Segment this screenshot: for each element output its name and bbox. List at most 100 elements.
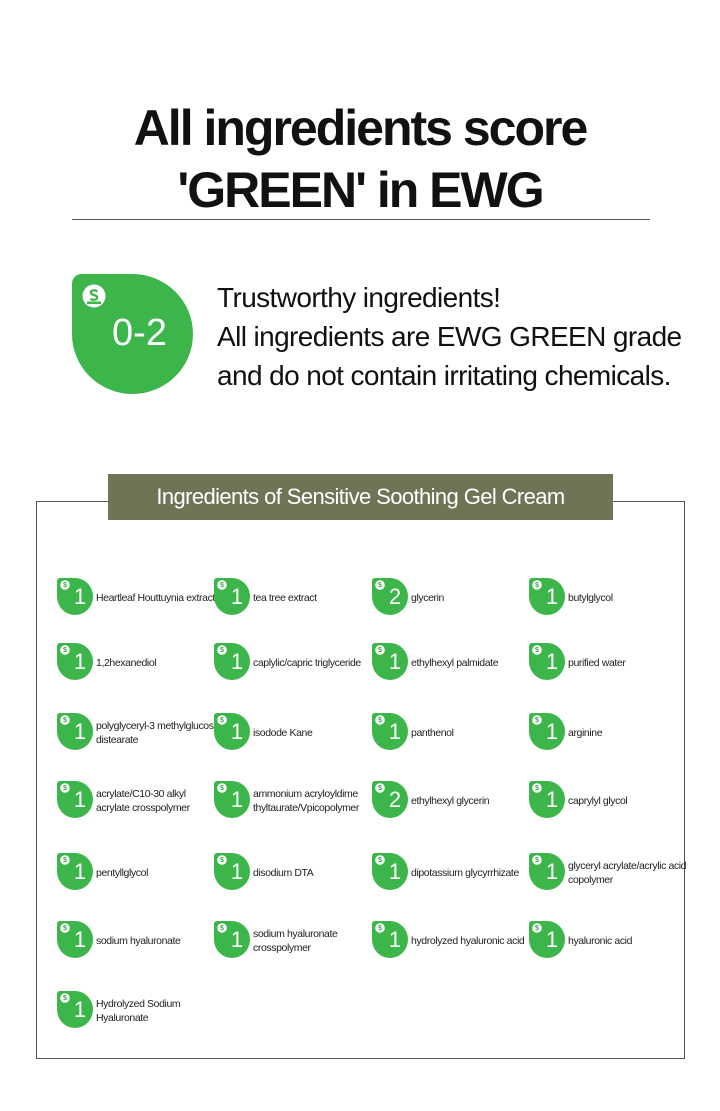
intro-line-3: and do not contain irritating chemicals. <box>217 360 671 391</box>
ewg-score-badge: 1 <box>372 853 408 890</box>
ingredient-name: Hydrolyzed Sodium Hyaluronate <box>96 998 181 1024</box>
ingredient-item: 1 caplylic/capric triglyceride <box>214 643 372 683</box>
ingredient-item: 1 panthenol <box>372 713 530 753</box>
ingredient-name: acrylate/C10-30 alkyl acrylate crosspoly… <box>96 788 190 814</box>
ewg-face-icon <box>217 923 227 933</box>
ewg-score-badge: 1 <box>57 643 93 680</box>
ingredient-name: butylglycol <box>568 592 613 604</box>
ewg-score: 1 <box>545 927 559 952</box>
ewg-score: 1 <box>545 719 559 744</box>
ewg-score: 1 <box>73 927 87 952</box>
intro-line-1: Trustworthy ingredients! <box>217 282 501 313</box>
ingredient-item: 1 dipotassium glycyrrhizate <box>372 853 530 893</box>
ewg-score: 1 <box>230 859 244 884</box>
ewg-score: 2 <box>388 584 402 609</box>
ingredient-item: 1 sodium hyaluronate <box>57 921 215 961</box>
ewg-score: 1 <box>230 927 244 952</box>
ewg-score-badge: 1 <box>529 921 565 958</box>
ewg-score-badge: 1 <box>57 853 93 890</box>
ewg-score: 1 <box>545 859 559 884</box>
ingredient-item: 1 purified water <box>529 643 687 683</box>
ingredient-item: 1 pentyllglycol <box>57 853 215 893</box>
ewg-score-badge: 1 <box>57 781 93 818</box>
ingredient-item: 1 tea tree extract <box>214 578 372 618</box>
ewg-face-icon <box>532 923 542 933</box>
ingredient-name: polyglyceryl-3 methylglucose distearate <box>96 720 220 746</box>
ewg-score-badge: 1 <box>57 713 93 750</box>
ewg-score-badge: 1 <box>57 991 93 1028</box>
ewg-grade-badge: 0-2 <box>72 274 193 394</box>
ewg-score: 1 <box>545 649 559 674</box>
ewg-face-icon <box>532 783 542 793</box>
headline-line-1: All ingredients score <box>133 100 589 156</box>
ewg-score-badge: 1 <box>214 853 250 890</box>
ingredient-item: 1 isodode Kane <box>214 713 372 753</box>
ewg-face-icon <box>60 855 70 865</box>
ewg-score: 1 <box>388 859 402 884</box>
ewg-score-badge: 1 <box>214 643 250 680</box>
ewg-face-icon <box>375 715 385 725</box>
ewg-score-badge: 1 <box>57 921 93 958</box>
ewg-score: 1 <box>545 584 559 609</box>
ewg-face-icon <box>217 580 227 590</box>
ingredient-item: 2 ethylhexyl glycerin <box>372 781 530 821</box>
ingredient-name: disodium DTA <box>253 867 314 879</box>
ewg-face-icon <box>532 855 542 865</box>
ingredient-name: panthenol <box>411 727 454 739</box>
ingredient-item: 1 arginine <box>529 713 687 753</box>
ingredient-item: 1 sodium hyaluronate crosspolymer <box>214 921 372 961</box>
ewg-score: 1 <box>73 997 87 1022</box>
ewg-face-icon <box>375 783 385 793</box>
ewg-score: 1 <box>545 787 559 812</box>
ingredient-name: caprylyl glycol <box>568 795 628 807</box>
ingredient-name: arginine <box>568 727 603 739</box>
ewg-face-icon <box>375 645 385 655</box>
ewg-score-badge: 1 <box>529 853 565 890</box>
ewg-score-badge: 1 <box>372 643 408 680</box>
ingredient-name: sodium hyaluronate <box>96 935 181 947</box>
ingredient-name: hydrolyzed hyaluronic acid <box>411 935 525 947</box>
ewg-score: 1 <box>388 719 402 744</box>
ingredient-name: ethylhexyl glycerin <box>411 795 490 807</box>
ewg-score: 1 <box>230 649 244 674</box>
ingredient-item: 1 glyceryl acrylate/acrylic acid copolyme… <box>529 853 687 893</box>
ewg-score: 1 <box>73 584 87 609</box>
ingredient-item: 1 hyaluronic acid <box>529 921 687 961</box>
ewg-score-badge: 1 <box>372 921 408 958</box>
ewg-face-icon <box>217 783 227 793</box>
ingredient-name: dipotassium glycyrrhizate <box>411 867 519 879</box>
ingredient-item: 1 ethylhexyl palmidate <box>372 643 530 683</box>
ingredient-item: 1 polyglyceryl-3 methylglucose distearate <box>57 713 219 753</box>
ingredient-name: Heartleaf Houttuynia extract <box>96 592 215 604</box>
ingredient-item: 1 acrylate/C10-30 alkyl acrylate crosspol… <box>57 781 215 821</box>
ewg-score: 1 <box>230 584 244 609</box>
ewg-face-icon <box>60 645 70 655</box>
ingredient-item: 1 1,2hexanediol <box>57 643 215 683</box>
ingredient-name: ammonium acryloyldime thyltaurate/Vpicop… <box>253 788 359 814</box>
ingredients-panel-title: Ingredients of Sensitive Soothing Gel Cr… <box>108 474 613 520</box>
ewg-face-icon <box>375 923 385 933</box>
ewg-score-badge: 2 <box>372 781 408 818</box>
ewg-score-badge: 1 <box>529 643 565 680</box>
headline-line-2: 'GREEN' in EWG <box>177 162 544 218</box>
ewg-face-icon <box>375 855 385 865</box>
ewg-score-badge: 1 <box>214 578 250 615</box>
ingredient-item: 1 Heartleaf Houttuynia extract <box>57 578 215 618</box>
ewg-score-badge: 1 <box>214 713 250 750</box>
ingredient-item: 1 butylglycol <box>529 578 687 618</box>
ingredient-item: 1 ammonium acryloyldime thyltaurate/Vpico… <box>214 781 372 821</box>
ingredient-name: ethylhexyl palmidate <box>411 657 499 669</box>
ewg-score-badge: 1 <box>372 713 408 750</box>
ewg-score-badge: 1 <box>214 921 250 958</box>
ingredient-name: tea tree extract <box>253 592 317 604</box>
ewg-face-icon <box>60 923 70 933</box>
ingredient-name: glyceryl acrylate/acrylic acid copolymer <box>568 860 687 886</box>
ewg-face-icon <box>60 715 70 725</box>
ewg-score: 2 <box>388 787 402 812</box>
ewg-score-badge: 1 <box>57 578 93 615</box>
ingredient-name: hyaluronic acid <box>568 935 633 947</box>
ewg-face-icon <box>217 855 227 865</box>
ingredient-name: purified water <box>568 657 626 669</box>
ingredient-item: 1 hydrolyzed hyaluronic acid <box>372 921 530 961</box>
ewg-score: 1 <box>230 719 244 744</box>
